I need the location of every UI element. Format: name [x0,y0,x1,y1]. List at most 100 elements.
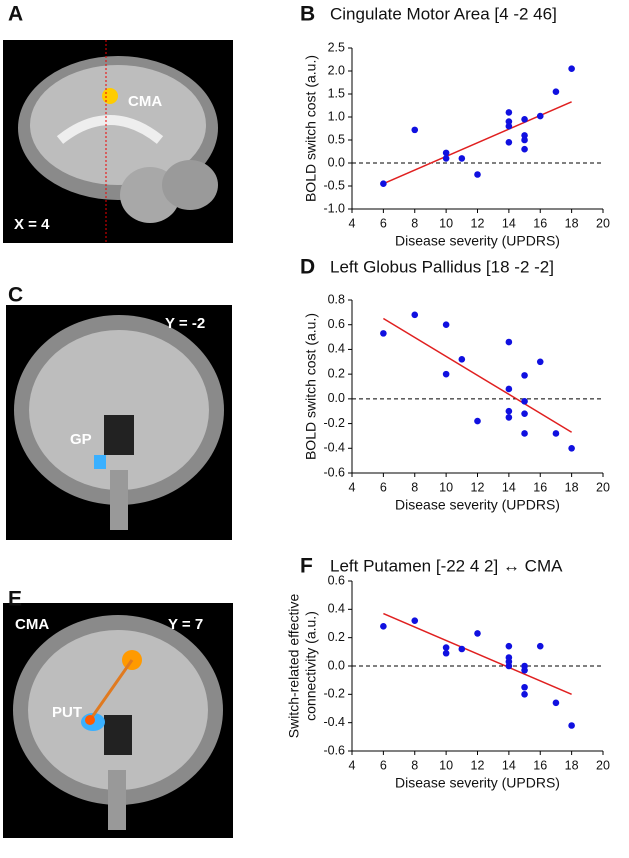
data-point [505,407,513,415]
data-point [521,683,528,691]
y-tick-label: 0.0 [328,391,345,405]
chart-title: Cingulate Motor Area [4 -2 46] [330,4,557,23]
data-point [474,171,481,178]
data-point [536,358,544,366]
image-label: CMA [128,93,162,110]
data-point [505,139,513,146]
x-tick-label: 12 [471,480,485,494]
data-point [521,372,528,379]
data-point [505,109,513,116]
data-point [568,65,575,72]
data-point [505,338,513,346]
image-label: CMA [15,616,49,633]
data-point [505,414,513,421]
y-tick-label: 0.8 [328,292,345,306]
data-point [521,666,528,674]
y-tick-label: -0.6 [323,743,345,757]
coronal-image [6,305,232,540]
y-tick-label: -0.2 [323,416,345,430]
data-point [442,370,450,378]
data-point [521,132,528,139]
x-tick-label: 6 [380,216,387,230]
data-point [411,126,419,134]
x-tick-label: 6 [380,480,387,494]
y-tick-label: 1.0 [328,109,345,123]
data-point [552,88,560,95]
y-tick-label: 2.0 [328,63,345,77]
fit-line [383,612,572,696]
x-axis-label: Disease severity (UPDRS) [395,775,560,791]
data-point [411,311,419,319]
x-tick-label: 20 [596,216,610,230]
data-point [521,116,528,123]
y-axis-label: Switch-related effective [286,594,302,739]
data-point [536,112,544,120]
data-point [458,356,466,363]
x-tick-label: 6 [380,758,387,772]
x-tick-label: 14 [502,216,516,230]
image-label: Y = -2 [165,315,205,332]
data-point [521,691,528,698]
data-point [552,430,560,437]
data-point [536,642,544,650]
data-point [474,417,481,425]
data-point [458,645,466,653]
y-tick-label: 0.0 [328,155,345,169]
data-point [568,722,575,729]
x-tick-label: 18 [565,758,579,772]
x-tick-label: 14 [502,480,516,494]
y-tick-label: 0.6 [328,317,345,331]
y-tick-label: -0.4 [323,441,345,455]
panel-letter: B [300,3,315,26]
y-tick-label: 0.4 [328,342,345,356]
data-point [521,398,528,405]
data-point [411,617,419,624]
data-point [505,642,513,650]
data-point [505,662,513,670]
data-point [380,180,387,187]
x-tick-label: 4 [349,480,356,494]
data-point [552,699,560,707]
x-tick-label: 20 [596,480,610,494]
data-point [505,118,513,125]
x-tick-label: 12 [471,216,485,230]
x-tick-label: 16 [533,480,547,494]
x-tick-label: 8 [411,216,418,230]
data-point [521,410,528,417]
y-tick-label: 0.2 [328,630,345,644]
data-point [458,155,466,162]
data-point [505,385,513,393]
y-tick-label: 0.0 [328,658,345,672]
y-tick-label: 1.5 [328,86,345,100]
data-point [474,630,481,637]
data-point [442,644,450,651]
data-point [442,649,450,657]
x-tick-label: 16 [533,758,547,772]
x-tick-label: 4 [349,758,356,772]
fit-line [382,317,573,433]
y-tick-label: 0.5 [328,132,345,146]
data-point [521,430,528,437]
data-point [442,155,450,162]
x-tick-label: 8 [411,480,418,494]
x-tick-label: 20 [596,758,610,772]
y-tick-label: 2.5 [328,40,345,54]
panel-letter: D [300,256,315,279]
y-tick-label: -0.5 [323,178,345,192]
panel-letter: F [300,555,313,578]
x-tick-label: 10 [439,758,453,772]
y-axis-label: BOLD switch cost (a.u.) [303,55,319,202]
coronal-image [3,603,233,838]
y-tick-label: 0.4 [328,602,345,616]
data-point [521,145,528,153]
panel-letter: A [8,3,23,26]
y-tick-label: -1.0 [323,201,345,215]
x-tick-label: 18 [565,216,579,230]
image-label: GP [70,431,92,448]
data-point [568,444,575,452]
y-tick-label: -0.6 [323,465,345,479]
x-tick-label: 14 [502,758,516,772]
x-tick-label: 12 [471,758,485,772]
y-tick-label: -0.2 [323,687,345,701]
